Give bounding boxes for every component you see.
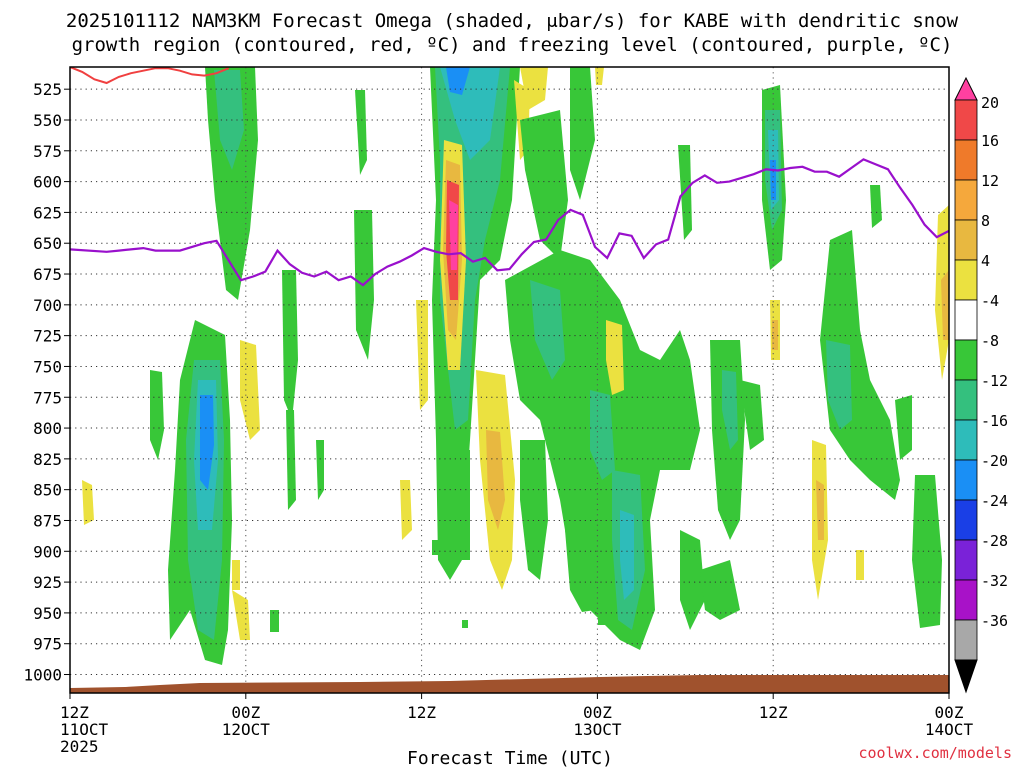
colorbar-label-7: -12: [981, 372, 1008, 390]
colorbar-swatch-6: [954, 299, 978, 341]
colorbar-swatch-9: [954, 419, 978, 461]
x-tick-label-4-1: 12Z: [759, 703, 788, 722]
colorbar-swatch-12: [954, 539, 978, 581]
colorbar-swatch-11: [954, 499, 978, 541]
dendritic-growth-zone-contour: [70, 67, 230, 85]
colorbar-label-11: -28: [981, 532, 1008, 550]
x-tick-label-0-3: 2025: [60, 737, 99, 756]
colorbar-top-arrow: [954, 76, 978, 101]
plot-frame: [69, 66, 950, 694]
y-tick-label-925: 925: [33, 573, 62, 592]
y-tick-label-550: 550: [33, 111, 62, 130]
colorbar-bottom-arrow: [954, 659, 978, 694]
colorbar-label-13: -36: [981, 612, 1008, 630]
y-tick-label-675: 675: [33, 265, 62, 284]
x-tick-label-1-1: 00Z: [231, 703, 260, 722]
x-tick-label-5-1: 00Z: [935, 703, 964, 722]
colorbar-swatch-2: [954, 139, 978, 181]
time-gridlines: [245, 67, 774, 693]
y-tick-label-975: 975: [33, 635, 62, 654]
colorbar-swatch-7: [954, 339, 978, 381]
y-tick-label-800: 800: [33, 419, 62, 438]
colorbar-label-10: -24: [981, 492, 1008, 510]
y-tick-label-875: 875: [33, 511, 62, 530]
colorbar-label-12: -32: [981, 572, 1008, 590]
y-tick-label-775: 775: [33, 388, 62, 407]
colorbar-label-2: 12: [981, 172, 999, 190]
y-tick-label-750: 750: [33, 357, 62, 376]
y-tick-label-650: 650: [33, 234, 62, 253]
y-tick-label-950: 950: [33, 604, 62, 623]
colorbar-swatch-13: [954, 579, 978, 621]
y-tick-label-575: 575: [33, 142, 62, 161]
colorbar-label-4: 4: [981, 252, 990, 270]
terrain-fill: [70, 675, 949, 693]
colorbar-swatch-4: [954, 219, 978, 261]
y-tick-label-600: 600: [33, 173, 62, 192]
colorbar-swatch-10: [954, 459, 978, 501]
y-tick-label-850: 850: [33, 481, 62, 500]
chart-title-line-1: 2025101112 NAM3KM Forecast Omega (shaded…: [66, 10, 959, 32]
y-tick-label-900: 900: [33, 542, 62, 561]
freezing-level-contour: [70, 158, 949, 287]
colorbar-label-6: -8: [981, 332, 999, 350]
plot-area: [70, 67, 949, 693]
x-tick-label-2-1: 12Z: [407, 703, 436, 722]
chart-title-line-2: growth region (contoured, red, ºC) and f…: [72, 34, 953, 56]
credit-text: coolwx.com/models: [858, 744, 1012, 762]
x-tick-label-0-1: 12Z: [60, 703, 89, 722]
colorbar-label-0: 20: [981, 94, 999, 112]
y-tick-label-625: 625: [33, 203, 62, 222]
x-tick-label-3-1: 00Z: [583, 703, 612, 722]
y-tick-label-525: 525: [33, 80, 62, 99]
colorbar-label-9: -20: [981, 452, 1008, 470]
colorbar-label-5: -4: [981, 292, 999, 310]
colorbar-label-8: -16: [981, 412, 1008, 430]
x-tick-label-1-2: 12OCT: [222, 720, 271, 739]
y-tick-label-725: 725: [33, 327, 62, 346]
y-tick-label-700: 700: [33, 296, 62, 315]
pressure-gridlines: [70, 88, 949, 676]
colorbar-label-1: 16: [981, 132, 999, 150]
x-tick-label-0-2: 11OCT: [60, 720, 109, 739]
colorbar: 20 16 12 8 4 -4 -8 -12 -16 -20 -24 -28 -32 -36: [954, 76, 1008, 694]
y-tick-label-825: 825: [33, 450, 62, 469]
colorbar-swatch-8: [954, 379, 978, 421]
x-axis-title: Forecast Time (UTC): [407, 748, 613, 768]
colorbar-swatch-5: [954, 259, 978, 301]
omega-shading: [82, 67, 949, 665]
x-tick-label-5-2: 14OCT: [925, 720, 974, 739]
colorbar-swatch-14: [954, 619, 978, 661]
y-tick-label-1000: 1000: [23, 666, 62, 685]
colorbar-label-3: 8: [981, 212, 990, 230]
colorbar-swatch-3: [954, 179, 978, 221]
x-tick-label-3-2: 13OCT: [573, 720, 622, 739]
pressure-axis: 525 550 575 600 625 650 675 700 725 750 775 800 825 8…: [23, 80, 70, 685]
colorbar-swatch-1: [954, 99, 978, 141]
